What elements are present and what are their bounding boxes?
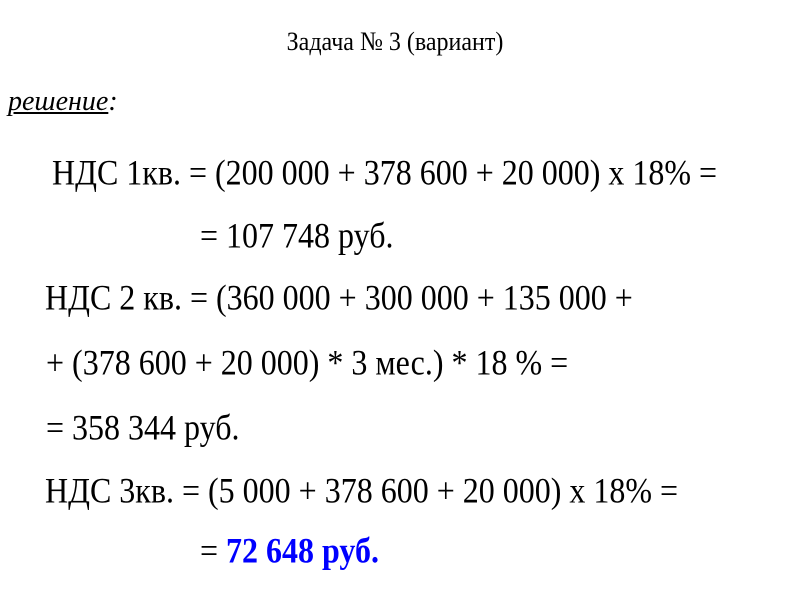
result-q3-value: 72 648 руб. [226,529,379,571]
result-q3-prefix: = [200,529,227,571]
result-q1: = 107 748 руб. [200,214,394,256]
formula-q1: НДС 1кв. = (200 000 + 378 600 + 20 000) … [52,151,718,193]
slide-title: Задача № 3 (вариант) [286,27,504,57]
formula-q2-part2: + (378 600 + 20 000) * 3 мес.) * 18 % = [46,341,569,383]
result-q2: = 358 344 руб. [46,406,240,448]
solution-colon: : [108,86,118,117]
solution-heading: решение: [8,86,118,118]
solution-label: решение [8,86,109,117]
formula-q2-part1: НДС 2 кв. = (360 000 + 300 000 + 135 000… [45,276,633,318]
result-q3: = 72 648 руб. [200,530,379,570]
formula-q3: НДС 3кв. = (5 000 + 378 600 + 20 000) х … [45,469,679,511]
